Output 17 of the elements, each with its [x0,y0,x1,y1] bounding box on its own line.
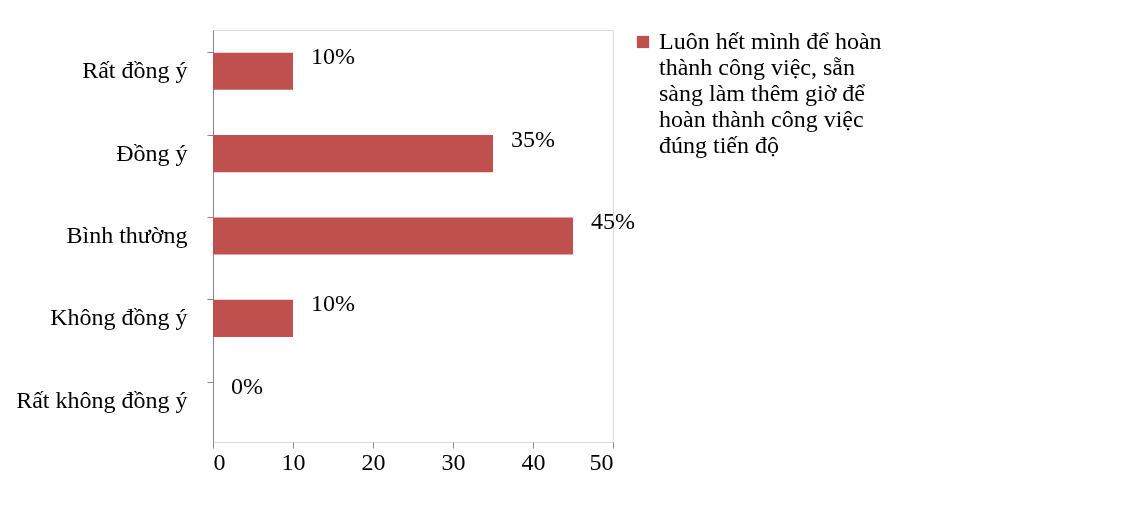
data-label: 10% [311,290,355,317]
x-tick-label: 10 [281,448,306,475]
y-tick-label: Không đồng ý [50,304,188,331]
x-tick-label: 0 [213,448,226,475]
y-tick-label: Bình thường [66,222,188,248]
data-label: 35% [511,125,555,152]
y-tick-label: Đồng ý [116,139,188,166]
legend-label: Luôn hết mình để hoàn thành công việc, sẵn sàng làm thêm giờ để hoàn thành công việc đúng tiến độ [659,28,882,158]
y-tick-label: Rất đồng ý [82,57,188,84]
x-tick-label: 20 [361,448,386,475]
x-tick-label: 40 [521,448,546,475]
y-tick-label: Rất không đồng ý [16,386,188,413]
data-label: 45% [591,208,635,234]
x-tick-label: 30 [441,448,466,475]
data-label: 0% [231,372,263,399]
x-tick-label: 50 [589,448,614,475]
data-label: 10% [311,43,355,70]
